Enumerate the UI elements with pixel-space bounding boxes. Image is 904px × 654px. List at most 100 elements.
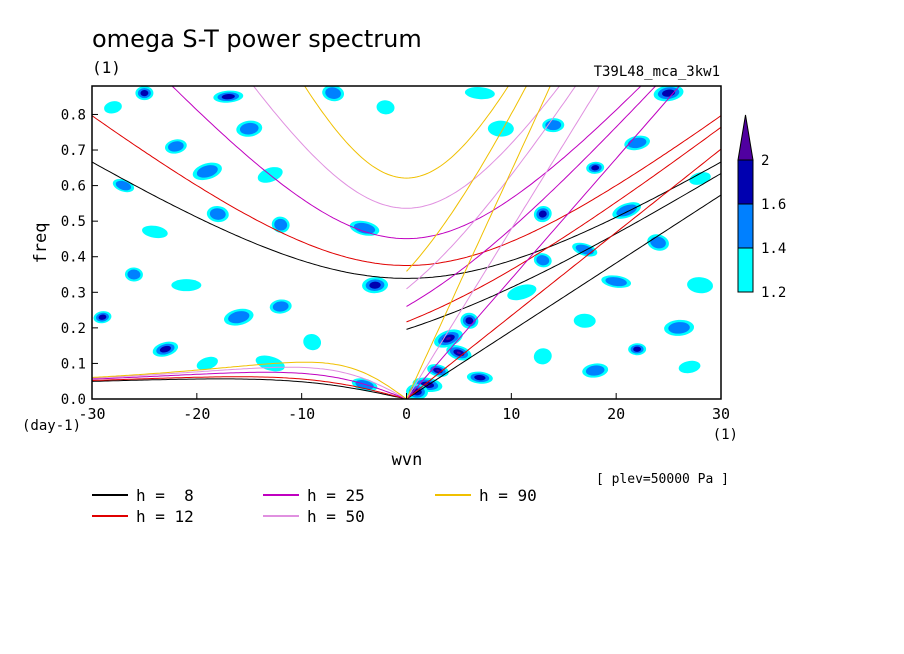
power-blob [221,93,235,100]
colorbar: 1.2 1.4 1.6 2 [737,114,786,301]
power-blob [507,284,537,301]
dispersion-curve [92,361,407,399]
colorbar-segment [737,247,754,293]
dispersion-curve [92,161,721,279]
colorbar-label: 1.2 [761,285,786,301]
legend-label: h = 90 [479,486,537,505]
y-tick-label: 0.3 [61,285,86,301]
level-note: [ plev=50000 Pa ] [596,472,729,487]
power-blob [196,356,218,371]
power-blob [239,122,259,135]
x-tick-label: -10 [288,405,315,423]
dispersion-curve [406,86,551,399]
legend-label: h = 12 [136,507,194,526]
legend-label: h = 8 [136,486,194,505]
power-blob [98,314,107,320]
x-tick-label: -20 [183,405,210,423]
x-tick-label: 30 [712,405,730,423]
x-tick-label: 10 [502,405,520,423]
power-blob [678,360,701,374]
power-blob [573,313,596,328]
x-axis-ticks: -30 -20 -10 0 10 20 30 [78,393,730,423]
dispersion-curve [304,86,509,179]
power-blob [115,180,132,191]
power-blob [487,120,514,137]
power-field [93,86,714,399]
power-blob [436,369,440,372]
colorbar-label: 2 [761,153,769,169]
chart-subtitle: (1) [92,58,121,77]
power-blob [538,210,547,218]
x-tick-label: 20 [607,405,625,423]
dispersion-curve [406,126,721,323]
power-blob [465,317,474,325]
power-blob [689,172,711,185]
dispersion-curve [92,366,407,399]
x-axis-label: wvn [392,450,423,470]
power-blob [536,255,550,266]
power-blob [376,100,395,115]
power-blob [575,244,594,255]
dispersion-curve [406,86,601,399]
power-blob [104,101,122,114]
y-tick-label: 0.7 [61,143,86,159]
power-blob [209,208,226,220]
power-blob [303,333,322,351]
plot-area [91,85,722,400]
x-tick-label: 0 [402,405,411,423]
y-axis-ticks: 0.0 0.1 0.2 0.3 0.4 0.5 0.6 0.7 0.8 [61,107,98,408]
power-blob [616,204,637,217]
power-blob [464,87,495,100]
dispersion-curve [171,86,642,240]
y-tick-label: 0.1 [61,356,86,372]
colorbar-extension [737,114,754,161]
colorbar-segment [737,203,754,249]
colorbar-segment [737,159,754,205]
y-tick-label: 0.5 [61,214,86,230]
dispersion-curve [406,86,528,272]
y-tick-label: 0.8 [61,107,86,123]
power-blob [140,90,149,97]
power-blob [353,222,376,234]
power-blob [446,337,451,340]
power-blob [196,165,218,178]
dispersion-curve [92,115,721,266]
y-tick-label: 0.0 [61,392,86,408]
y-axis-label: freq [31,223,51,264]
y-tick-label: 0.4 [61,250,86,266]
power-blob [142,225,168,239]
power-blob [668,322,690,334]
power-blob [127,269,141,280]
x-tick-label: -30 [78,405,105,423]
colorbar-label: 1.6 [761,197,786,213]
legend-label: h = 50 [307,507,365,526]
dispersion-curve [92,376,407,399]
dispersion-curve [406,148,721,399]
power-blob [274,218,288,231]
power-blob [650,236,666,249]
legend-label: h = 25 [307,486,365,505]
power-blob [474,374,486,381]
power-blob [456,351,461,354]
dispersion-curve [406,86,681,399]
power-blob [228,311,250,324]
dispersion-curve [92,378,407,399]
y-axis-unit: (day-1) [22,418,81,434]
power-blob [159,345,171,353]
dispersion-curves [92,86,721,399]
power-blob [591,165,600,171]
dispersion-curve [406,194,721,399]
y-tick-label: 0.2 [61,321,86,337]
power-blob [272,301,289,312]
dispersion-curve [406,86,577,290]
power-blob [369,281,381,289]
power-blob [605,277,627,287]
chart-title: omega S-T power spectrum [92,25,422,53]
power-blob [168,141,184,152]
plot-frame [91,85,722,400]
power-blob [325,87,341,99]
power-blob [585,365,605,376]
power-blob [533,348,552,365]
colorbar-label: 1.4 [761,241,786,257]
